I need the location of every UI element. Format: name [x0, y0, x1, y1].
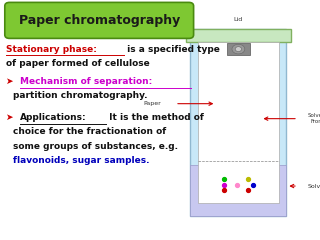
Text: Mechanism of separation:: Mechanism of separation:	[20, 77, 152, 86]
Bar	[198, 42, 279, 203]
Bar	[186, 29, 291, 42]
Text: is a specified type: is a specified type	[124, 45, 220, 54]
Circle shape	[235, 47, 242, 52]
Text: Solvent
Front: Solvent Front	[308, 113, 320, 124]
Text: some groups of substances, e.g.: some groups of substances, e.g.	[13, 142, 178, 151]
Bar	[190, 29, 286, 216]
Text: Paper chromatography: Paper chromatography	[19, 14, 180, 27]
Bar	[190, 165, 286, 216]
Text: partition chromatography.: partition chromatography.	[13, 91, 147, 101]
Text: ➤: ➤	[6, 77, 17, 86]
Text: Paper: Paper	[144, 101, 162, 106]
Bar	[227, 43, 250, 55]
Circle shape	[232, 44, 245, 54]
Text: Lid: Lid	[234, 17, 243, 22]
Text: ➤: ➤	[6, 113, 17, 122]
Text: flavonoids, sugar samples.: flavonoids, sugar samples.	[13, 156, 149, 165]
Text: Applications:: Applications:	[20, 113, 87, 122]
Text: Stationary phase:: Stationary phase:	[6, 45, 97, 54]
Text: It is the method of: It is the method of	[106, 113, 204, 122]
Text: choice for the fractionation of: choice for the fractionation of	[13, 127, 166, 137]
Text: of paper formed of cellulose: of paper formed of cellulose	[6, 59, 150, 68]
Text: Solvent: Solvent	[308, 184, 320, 189]
FancyBboxPatch shape	[5, 2, 194, 38]
